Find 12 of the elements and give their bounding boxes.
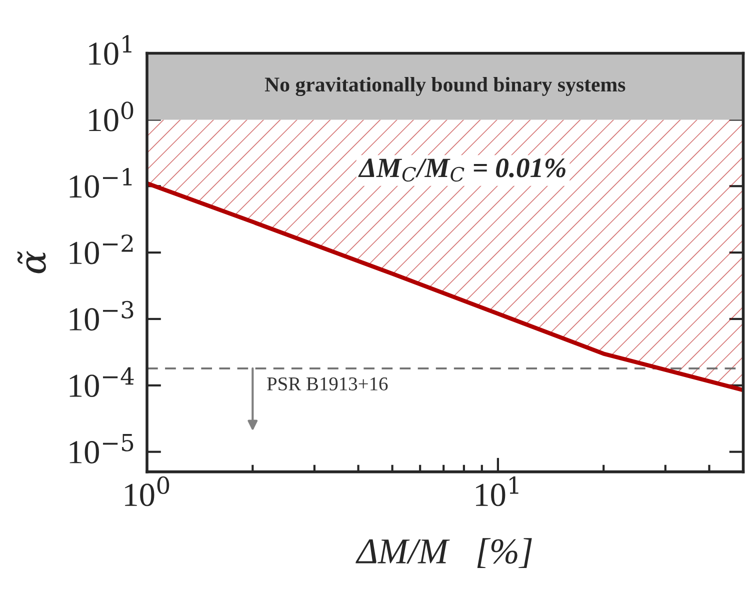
y-tick-label: 10$^{−4}$	[70, 367, 134, 398]
annotation: ΔM$_{C}$/M$_{C}$ = 0.01%	[358, 158, 566, 182]
y-tick-label: 10$^{−1}$	[70, 168, 132, 198]
y-tick-label: 10$^{0}$	[89, 102, 134, 132]
x-axis-title: ΔM/M [%]	[356, 538, 532, 568]
y-tick-label: 10$^{−5}$	[70, 434, 134, 464]
y-tick-label: 10$^{−2}$	[70, 234, 133, 264]
annotation: PSR B1913+16	[267, 377, 388, 390]
y-tick-label: 10$^{−3}$	[70, 300, 134, 331]
y-axis-title: α̃	[17, 251, 46, 274]
y-tick-label: 10$^{1}$	[89, 35, 132, 65]
band-label: No gravitationally bound binary systems	[264, 76, 626, 96]
